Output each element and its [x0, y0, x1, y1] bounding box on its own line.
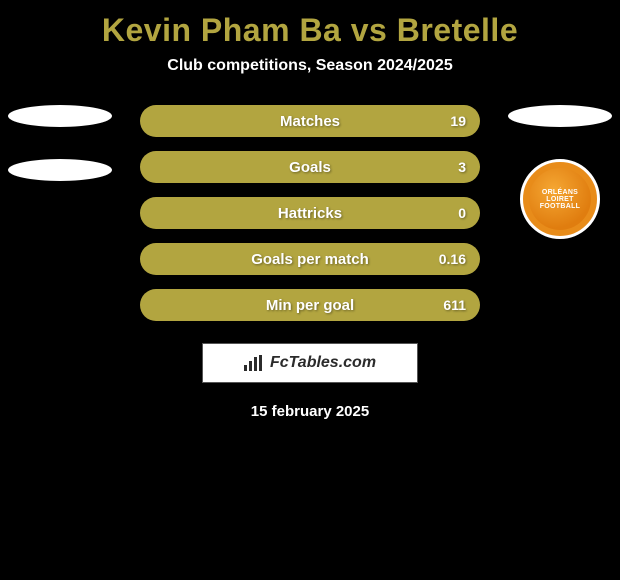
club-badge-line: FOOTBALL — [540, 203, 581, 210]
club-badge-placeholder — [8, 159, 112, 181]
player-badge-placeholder — [508, 105, 612, 127]
stat-bar-goals-per-match: Goals per match 0.16 — [140, 243, 480, 275]
stats-container: ORLÉANS LOIRET FOOTBALL Matches 19 Goals… — [0, 105, 620, 420]
stat-bar-matches: Matches 19 — [140, 105, 480, 137]
stat-value: 0.16 — [439, 251, 466, 267]
club-badge-line: ORLÉANS — [542, 189, 578, 196]
stat-value: 3 — [458, 159, 466, 175]
subtitle: Club competitions, Season 2024/2025 — [0, 57, 620, 75]
stat-bar-min-per-goal: Min per goal 611 — [140, 289, 480, 321]
stat-bar-hattricks: Hattricks 0 — [140, 197, 480, 229]
stat-label: Matches — [280, 113, 340, 130]
date-line: 15 february 2025 — [0, 403, 620, 420]
left-player-badges — [8, 105, 112, 213]
stat-value: 19 — [450, 113, 466, 129]
club-badge-orleans: ORLÉANS LOIRET FOOTBALL — [520, 159, 600, 239]
club-badge-inner: ORLÉANS LOIRET FOOTBALL — [529, 168, 591, 230]
page-title: Kevin Pham Ba vs Bretelle — [0, 0, 620, 49]
stat-bars: Matches 19 Goals 3 Hattricks 0 Goals per… — [140, 105, 480, 321]
watermark-text: FcTables.com — [270, 354, 376, 372]
right-player-badges: ORLÉANS LOIRET FOOTBALL — [508, 105, 612, 239]
stat-value: 0 — [458, 205, 466, 221]
club-badge-line: LOIRET — [546, 196, 573, 203]
stat-label: Hattricks — [278, 205, 342, 222]
player-badge-placeholder — [8, 105, 112, 127]
stat-value: 611 — [443, 297, 466, 313]
stat-label: Goals per match — [251, 251, 369, 268]
stat-bar-goals: Goals 3 — [140, 151, 480, 183]
stat-label: Min per goal — [266, 297, 354, 314]
bar-chart-icon — [244, 355, 264, 371]
watermark-box[interactable]: FcTables.com — [202, 343, 418, 383]
stat-label: Goals — [289, 159, 331, 176]
